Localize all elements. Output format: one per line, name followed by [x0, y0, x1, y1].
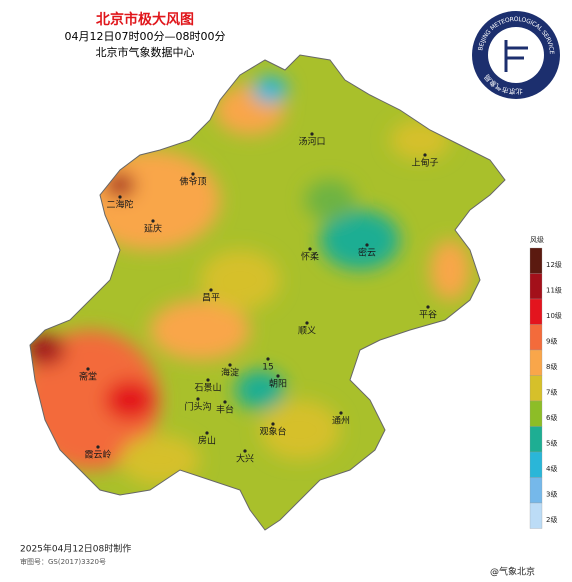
- place-label: 15: [262, 363, 273, 373]
- place-label: 密云: [358, 247, 376, 259]
- time-range: 04月12日07时00分—08时00分: [65, 30, 226, 43]
- place-label: 观象台: [259, 426, 286, 438]
- legend-label: 4级: [546, 464, 557, 473]
- made-time: 2025年04月12日08时制作: [20, 543, 131, 555]
- place-label: 佛爷顶: [179, 176, 206, 188]
- place-label: 昌平: [202, 293, 220, 304]
- station-marker: [191, 172, 195, 176]
- place-label: 门头沟: [184, 401, 211, 413]
- legend-swatch: [529, 426, 543, 453]
- legend-title: 风级: [530, 235, 544, 244]
- legend-label: 7级: [546, 387, 557, 396]
- organization: 北京市气象数据中心: [96, 45, 195, 59]
- station-marker: [339, 411, 343, 415]
- legend-swatch: [529, 451, 543, 478]
- place-label: 延庆: [144, 223, 162, 235]
- station-marker: [305, 321, 309, 325]
- logo: BEIJING METEOROLOGICAL SERVICE 北京市气象局: [472, 11, 560, 99]
- station-marker: [365, 243, 369, 247]
- legend-swatch: [529, 324, 543, 351]
- place-label: 汤河口: [298, 136, 325, 148]
- legend-label: 11级: [546, 285, 562, 294]
- boundary: [29, 54, 506, 531]
- place-label: 丰台: [216, 404, 234, 416]
- legend-swatch: [529, 247, 543, 274]
- legend-swatch: [529, 375, 543, 402]
- logo-inner: [488, 27, 544, 83]
- legend-swatch: [529, 400, 543, 427]
- legend-label: 6级: [546, 413, 557, 422]
- station-marker: [423, 153, 427, 157]
- legend-label: 8级: [546, 362, 557, 371]
- review-number: 审图号：GS(2017)3320号: [20, 557, 106, 566]
- station-marker: [243, 449, 247, 453]
- station-marker: [228, 363, 232, 367]
- place-label: 斋堂: [79, 371, 97, 383]
- station-marker: [223, 400, 227, 404]
- logo-mark: [504, 40, 528, 72]
- legend-label: 10级: [546, 311, 562, 320]
- station-marker: [266, 357, 270, 361]
- station-marker: [426, 305, 430, 309]
- station-marker: [196, 397, 200, 401]
- station-marker: [205, 431, 209, 435]
- place-label: 大兴: [236, 453, 254, 465]
- station-marker: [206, 378, 210, 382]
- station-marker: [86, 367, 90, 371]
- title: 北京市极大风图: [96, 11, 194, 28]
- place-label: 房山: [198, 435, 216, 447]
- legend-label: 2级: [546, 515, 557, 524]
- place-label: 海淀: [221, 367, 239, 379]
- place-label: 二海陀: [106, 199, 133, 211]
- station-marker: [308, 247, 312, 251]
- place-label: 平谷: [419, 310, 437, 321]
- place-label: 通州: [332, 416, 350, 427]
- place-label: 石景山: [194, 383, 221, 394]
- legend-swatch: [529, 502, 543, 529]
- station-marker: [118, 195, 122, 199]
- legend: 风级 12级 11级 10级 9级 8级 7级 6级 5级 4级 3级 2级: [529, 235, 562, 529]
- legend-label: 9级: [546, 336, 557, 345]
- legend-swatch: [529, 273, 543, 300]
- place-label: 顺义: [298, 326, 316, 337]
- legend-label: 3级: [546, 489, 557, 498]
- station-marker: [310, 132, 314, 136]
- station-marker: [96, 445, 100, 449]
- station-marker: [151, 219, 155, 223]
- watermark: @气象北京: [490, 566, 535, 578]
- station-marker: [276, 374, 280, 378]
- place-label: 霞云岭: [84, 449, 111, 461]
- place-label: 怀柔: [301, 251, 319, 263]
- station-marker: [209, 288, 213, 292]
- station-marker: [271, 422, 275, 426]
- place-label: 朝阳: [269, 379, 287, 390]
- legend-label: 5级: [546, 438, 557, 447]
- legend-swatch: [529, 298, 543, 325]
- legend-label: 12级: [546, 260, 562, 269]
- legend-swatch: [529, 477, 543, 504]
- place-label: 上甸子: [411, 157, 438, 169]
- legend-swatch: [529, 349, 543, 376]
